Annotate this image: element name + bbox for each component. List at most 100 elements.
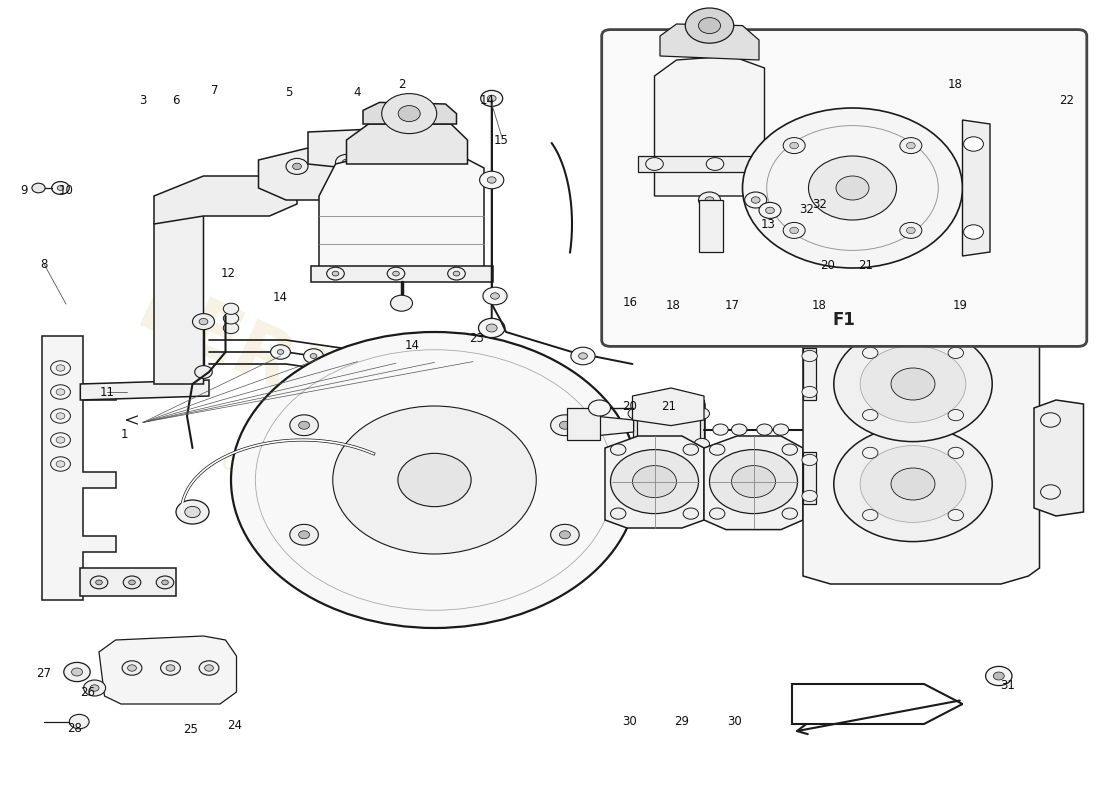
Circle shape [802,490,817,502]
Circle shape [790,142,799,149]
Circle shape [123,576,141,589]
Text: 29: 29 [674,715,690,728]
Circle shape [386,161,395,167]
Circle shape [891,368,935,400]
Circle shape [483,287,507,305]
Circle shape [398,106,420,122]
Polygon shape [319,152,484,276]
Circle shape [129,580,135,585]
Polygon shape [638,156,781,172]
Circle shape [551,415,580,436]
Circle shape [195,366,212,378]
Circle shape [310,354,317,358]
Text: 21: 21 [661,400,676,413]
Circle shape [231,332,638,628]
Polygon shape [704,436,803,530]
Polygon shape [363,102,456,124]
Circle shape [560,422,571,430]
Circle shape [986,666,1012,686]
Circle shape [176,500,209,524]
Circle shape [632,466,676,498]
Text: 17: 17 [725,299,740,312]
Text: 18: 18 [812,299,827,312]
Circle shape [900,138,922,154]
Circle shape [759,202,781,218]
Circle shape [51,457,70,471]
Circle shape [487,95,496,102]
Circle shape [96,580,102,585]
FancyArrowPatch shape [798,701,960,734]
Circle shape [646,158,663,170]
Polygon shape [154,176,297,224]
Circle shape [162,580,168,585]
Text: 24: 24 [227,719,242,732]
Circle shape [694,438,710,450]
Circle shape [698,192,720,208]
Circle shape [706,158,724,170]
Polygon shape [803,292,1040,584]
Circle shape [698,18,720,34]
Circle shape [993,672,1004,680]
Circle shape [376,362,383,366]
Circle shape [560,530,571,538]
Circle shape [56,437,65,443]
Circle shape [84,680,106,696]
Circle shape [808,156,896,220]
Circle shape [57,186,64,190]
Circle shape [790,227,799,234]
Text: 11: 11 [99,386,114,398]
Text: FERRARI: FERRARI [125,273,491,495]
Circle shape [52,182,69,194]
Text: 30: 30 [727,715,742,728]
Text: 23: 23 [469,332,484,345]
Circle shape [579,353,587,359]
Circle shape [948,410,964,421]
Circle shape [51,385,70,399]
Bar [700,400,704,452]
Circle shape [332,406,537,554]
Polygon shape [660,24,759,60]
Text: 7: 7 [211,84,218,97]
Circle shape [610,508,626,519]
Circle shape [51,409,70,423]
Polygon shape [346,124,468,164]
Circle shape [223,322,239,334]
Circle shape [751,197,760,203]
Circle shape [379,156,401,172]
Text: 9: 9 [21,184,28,197]
Circle shape [685,8,734,43]
Polygon shape [605,436,704,528]
Circle shape [185,506,200,518]
Circle shape [205,665,213,671]
Circle shape [72,668,82,676]
Circle shape [906,142,915,149]
Circle shape [289,415,318,436]
Circle shape [710,444,725,455]
Circle shape [862,447,878,458]
Text: 32: 32 [799,203,814,216]
Circle shape [802,350,817,362]
Circle shape [860,346,966,422]
Circle shape [862,510,878,521]
Circle shape [860,446,966,522]
Circle shape [453,271,460,276]
Circle shape [199,318,208,325]
Polygon shape [594,416,634,436]
Text: F1: F1 [833,311,856,329]
Circle shape [481,90,503,106]
Circle shape [393,271,399,276]
Circle shape [948,347,964,358]
Circle shape [223,303,239,314]
Circle shape [964,225,983,239]
Circle shape [56,365,65,371]
Bar [698,200,723,252]
Circle shape [56,461,65,467]
Text: 18: 18 [666,299,681,312]
Circle shape [742,108,962,268]
Circle shape [298,530,309,538]
Text: 14: 14 [480,94,495,106]
Text: 20: 20 [820,259,835,272]
Circle shape [948,447,964,458]
Text: 1: 1 [121,428,128,441]
Polygon shape [629,448,669,472]
